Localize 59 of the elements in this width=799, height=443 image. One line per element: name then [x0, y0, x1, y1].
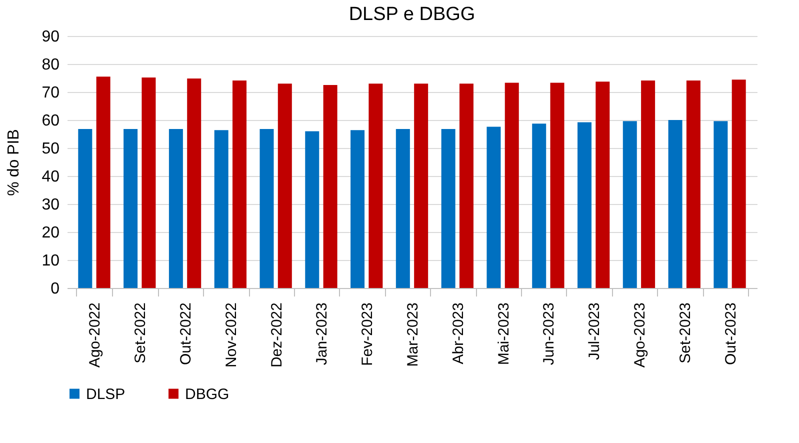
x-tick-label: Set-2022 [132, 302, 150, 364]
legend-label: DLSP [86, 386, 126, 403]
x-tick-label: Ago-2023 [631, 302, 648, 368]
bar [714, 121, 728, 288]
x-tick-label: Jan-2023 [314, 302, 331, 366]
bar [142, 77, 156, 288]
bar [96, 76, 110, 288]
y-tick-label: 10 [42, 252, 60, 270]
x-tick-label: Fev-2023 [359, 302, 376, 366]
y-tick-label: 80 [42, 56, 60, 74]
bar [459, 84, 474, 288]
y-tick-label: 0 [50, 280, 60, 298]
bar [668, 120, 682, 288]
bar [78, 128, 92, 288]
legend-label: DBGG [185, 386, 230, 403]
x-tick-label: Jul-2023 [586, 302, 604, 360]
y-tick-label: 20 [42, 224, 60, 242]
bar [187, 78, 202, 288]
bar [732, 80, 746, 288]
bar [622, 121, 637, 288]
x-tick-label: Out-2022 [178, 302, 195, 366]
y-tick-label: 70 [42, 84, 60, 102]
x-tick-label: Mai-2023 [495, 302, 512, 366]
y-tick-label: 50 [42, 140, 60, 158]
bar [532, 124, 546, 288]
bar [686, 80, 700, 288]
bar [578, 122, 592, 288]
bar [278, 84, 292, 288]
bar [368, 84, 383, 288]
bar [214, 130, 228, 288]
bar [124, 128, 138, 288]
bar [504, 82, 519, 288]
bar [596, 82, 610, 288]
bar [350, 130, 365, 288]
x-tick-label: Jun-2023 [540, 302, 558, 366]
x-tick-label: Ago-2022 [86, 302, 104, 368]
y-tick-label: 90 [42, 28, 60, 46]
y-tick-label: 60 [42, 112, 60, 130]
x-tick-label: Dez-2022 [268, 302, 286, 368]
bar [441, 128, 456, 288]
bar [641, 80, 656, 288]
x-tick-label: Abr-2023 [450, 302, 467, 364]
x-tick-label: Set-2023 [676, 302, 694, 364]
bar [305, 131, 320, 288]
bar [168, 128, 183, 288]
y-tick-label: 30 [42, 196, 60, 214]
y-tick-label: 40 [42, 168, 60, 186]
x-tick-label: Nov-2022 [222, 302, 240, 368]
chart-title: DLSP e DBGG [348, 4, 476, 25]
bar [323, 85, 338, 288]
bar [232, 80, 246, 288]
y-axis-title: % do PIB [6, 129, 23, 196]
bar [486, 126, 501, 288]
bar [550, 82, 564, 288]
x-tick-label: Mar-2023 [404, 302, 422, 367]
x-tick-label: Out-2023 [722, 302, 740, 366]
bar [396, 128, 410, 288]
bar [414, 84, 428, 288]
bar [260, 128, 274, 288]
